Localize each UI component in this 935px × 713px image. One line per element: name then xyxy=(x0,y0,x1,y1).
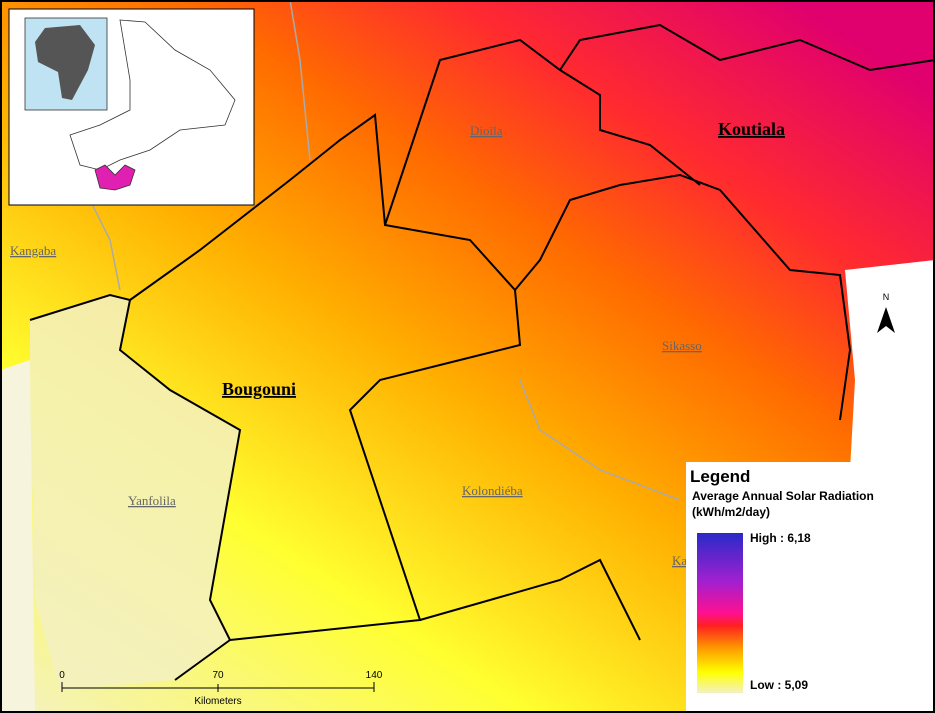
outside-area xyxy=(845,260,935,470)
scale-tick-label: 70 xyxy=(212,670,224,681)
region-label: Koutiala xyxy=(718,119,785,139)
legend-color-ramp xyxy=(697,533,743,693)
town-label: Sikasso xyxy=(662,338,702,353)
town-label: Yanfolila xyxy=(128,493,176,508)
north-arrow: N xyxy=(877,292,895,333)
scale-bar: 0 70 140 Kilometers xyxy=(59,670,383,707)
legend: Legend Average Annual Solar Radiation (k… xyxy=(686,462,935,713)
legend-unit: (kWh/m2/day) xyxy=(692,505,770,519)
rivers xyxy=(89,0,681,501)
town-label: Kangaba xyxy=(10,243,56,258)
legend-title: Legend xyxy=(690,467,750,486)
legend-low: Low : 5,09 xyxy=(750,678,808,692)
district-borders xyxy=(29,23,935,681)
north-label: N xyxy=(883,292,890,302)
town-label: Kolondiéba xyxy=(462,483,523,498)
region-label: Bougouni xyxy=(222,379,296,399)
legend-subtitle: Average Annual Solar Radiation xyxy=(692,489,874,503)
town-label: Ka xyxy=(672,553,687,568)
town-label: Dioïla xyxy=(470,123,503,138)
scale-tick-label: 140 xyxy=(366,670,383,681)
outside-area xyxy=(0,360,35,713)
scale-unit: Kilometers xyxy=(194,696,241,707)
inset-map xyxy=(8,8,255,206)
legend-high: High : 6,18 xyxy=(750,531,811,545)
yanfolila-area xyxy=(30,295,240,690)
scale-tick-label: 0 xyxy=(59,670,65,681)
